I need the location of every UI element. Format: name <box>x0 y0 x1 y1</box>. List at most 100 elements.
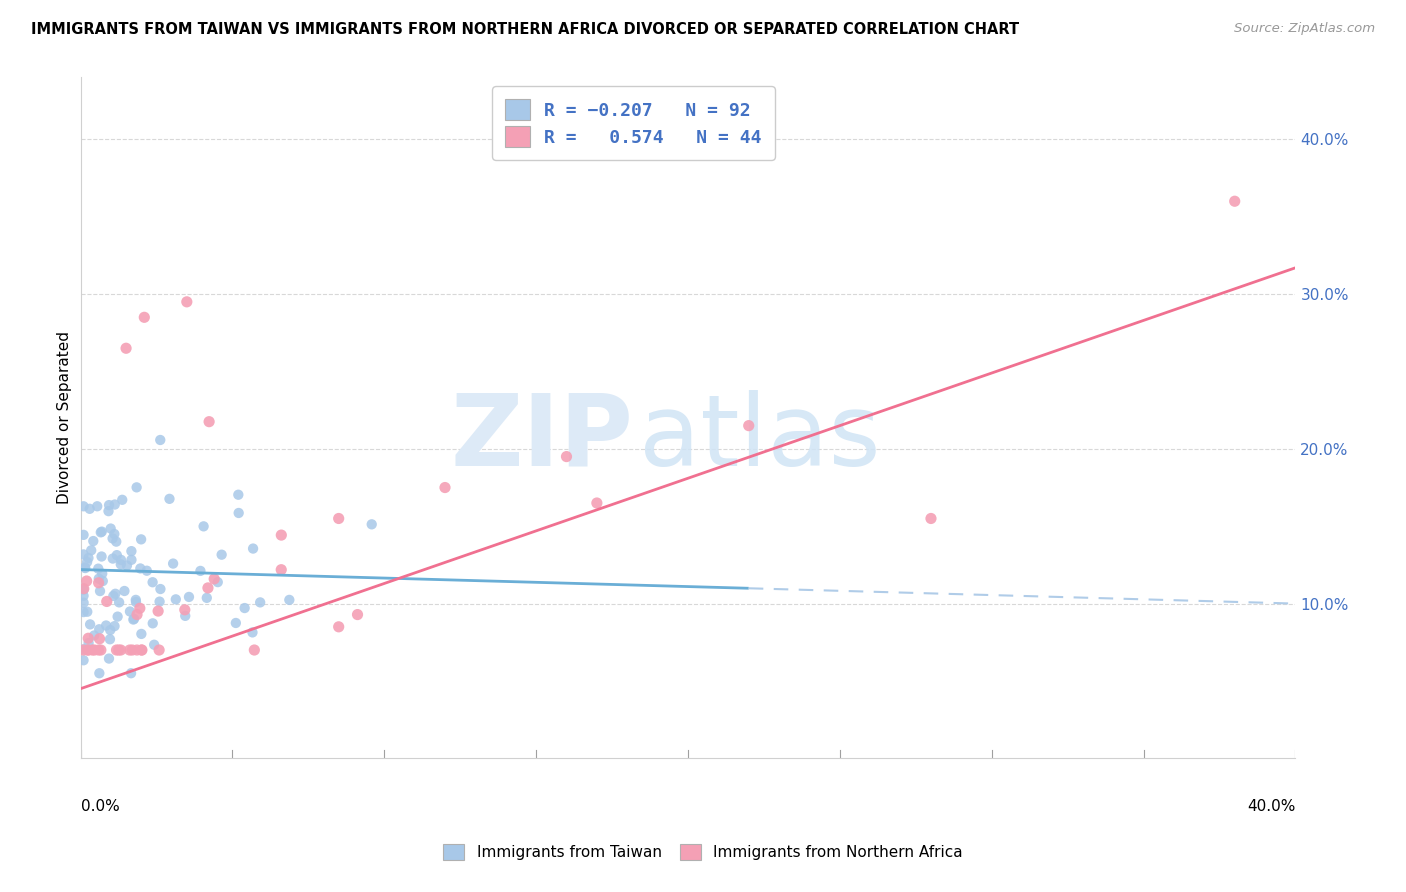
Point <box>72 642 94 657</box>
Point <box>77 643 100 657</box>
Point <box>211 548 233 562</box>
Point <box>193 519 215 533</box>
Y-axis label: Divorced or Separated: Divorced or Separated <box>58 332 72 504</box>
Point <box>73 582 96 596</box>
Point <box>121 643 143 657</box>
Point <box>146 604 169 618</box>
Point <box>72 548 94 562</box>
Point <box>77 643 100 657</box>
Text: 40.0%: 40.0% <box>1247 799 1295 814</box>
Point <box>228 506 250 520</box>
Point <box>195 591 218 605</box>
Point <box>72 605 94 619</box>
Point <box>104 498 127 512</box>
Point <box>173 603 195 617</box>
Point <box>242 541 264 556</box>
Point <box>72 589 94 603</box>
Point <box>112 584 135 599</box>
Point <box>90 524 112 539</box>
Point <box>243 643 266 657</box>
Point <box>738 418 761 433</box>
Point <box>77 636 100 650</box>
Point <box>72 643 94 657</box>
Point <box>207 575 229 590</box>
Point <box>198 415 221 429</box>
Point <box>129 561 152 575</box>
Text: ZIP: ZIP <box>450 390 633 487</box>
Point <box>98 651 121 665</box>
Point <box>100 522 122 536</box>
Point <box>111 492 134 507</box>
Point <box>90 525 112 540</box>
Point <box>125 480 148 494</box>
Legend: R = −0.207   N = 92, R =   0.574   N = 44: R = −0.207 N = 92, R = 0.574 N = 44 <box>492 87 775 160</box>
Point <box>115 341 138 355</box>
Point <box>328 620 350 634</box>
Point <box>82 643 104 657</box>
Point <box>433 481 456 495</box>
Point <box>131 627 153 641</box>
Point <box>920 511 942 525</box>
Point <box>142 616 165 631</box>
Point <box>87 643 110 657</box>
Point <box>89 632 111 646</box>
Point <box>1223 194 1246 209</box>
Point <box>76 605 98 619</box>
Point <box>149 582 172 596</box>
Point <box>346 607 368 622</box>
Point <box>135 564 157 578</box>
Point <box>91 566 114 581</box>
Point <box>107 609 129 624</box>
Point <box>125 607 148 622</box>
Point <box>225 615 247 630</box>
Point <box>125 593 148 607</box>
Point <box>270 528 292 542</box>
Legend: Immigrants from Taiwan, Immigrants from Northern Africa: Immigrants from Taiwan, Immigrants from … <box>437 838 969 866</box>
Point <box>94 618 117 632</box>
Point <box>177 590 200 604</box>
Point <box>105 548 128 562</box>
Point <box>108 595 131 609</box>
Point <box>98 498 121 512</box>
Point <box>129 533 152 547</box>
Point <box>110 553 132 567</box>
Point <box>103 527 125 541</box>
Point <box>89 584 111 599</box>
Point <box>110 558 132 572</box>
Point <box>120 544 142 558</box>
Point <box>149 594 172 608</box>
Point <box>80 543 103 558</box>
Point <box>122 613 145 627</box>
Point <box>105 643 128 657</box>
Point <box>360 517 382 532</box>
Point <box>89 622 111 636</box>
Point <box>76 574 98 588</box>
Point <box>131 643 153 657</box>
Point <box>77 551 100 566</box>
Point <box>174 608 197 623</box>
Point <box>555 450 578 464</box>
Point <box>190 564 212 578</box>
Point <box>101 532 124 546</box>
Point <box>75 561 97 575</box>
Point <box>83 628 105 642</box>
Point <box>159 491 181 506</box>
Point <box>120 553 142 567</box>
Point <box>73 560 96 574</box>
Point <box>98 632 121 647</box>
Point <box>115 558 138 573</box>
Point <box>328 511 350 525</box>
Point <box>197 581 219 595</box>
Point <box>134 310 156 325</box>
Point <box>228 488 250 502</box>
Point <box>76 555 98 569</box>
Point <box>120 666 142 681</box>
Point <box>72 582 94 597</box>
Point <box>86 500 108 514</box>
Point <box>72 653 94 667</box>
Point <box>233 601 256 615</box>
Point <box>242 625 264 640</box>
Point <box>79 501 101 516</box>
Point <box>98 623 121 637</box>
Point <box>72 596 94 610</box>
